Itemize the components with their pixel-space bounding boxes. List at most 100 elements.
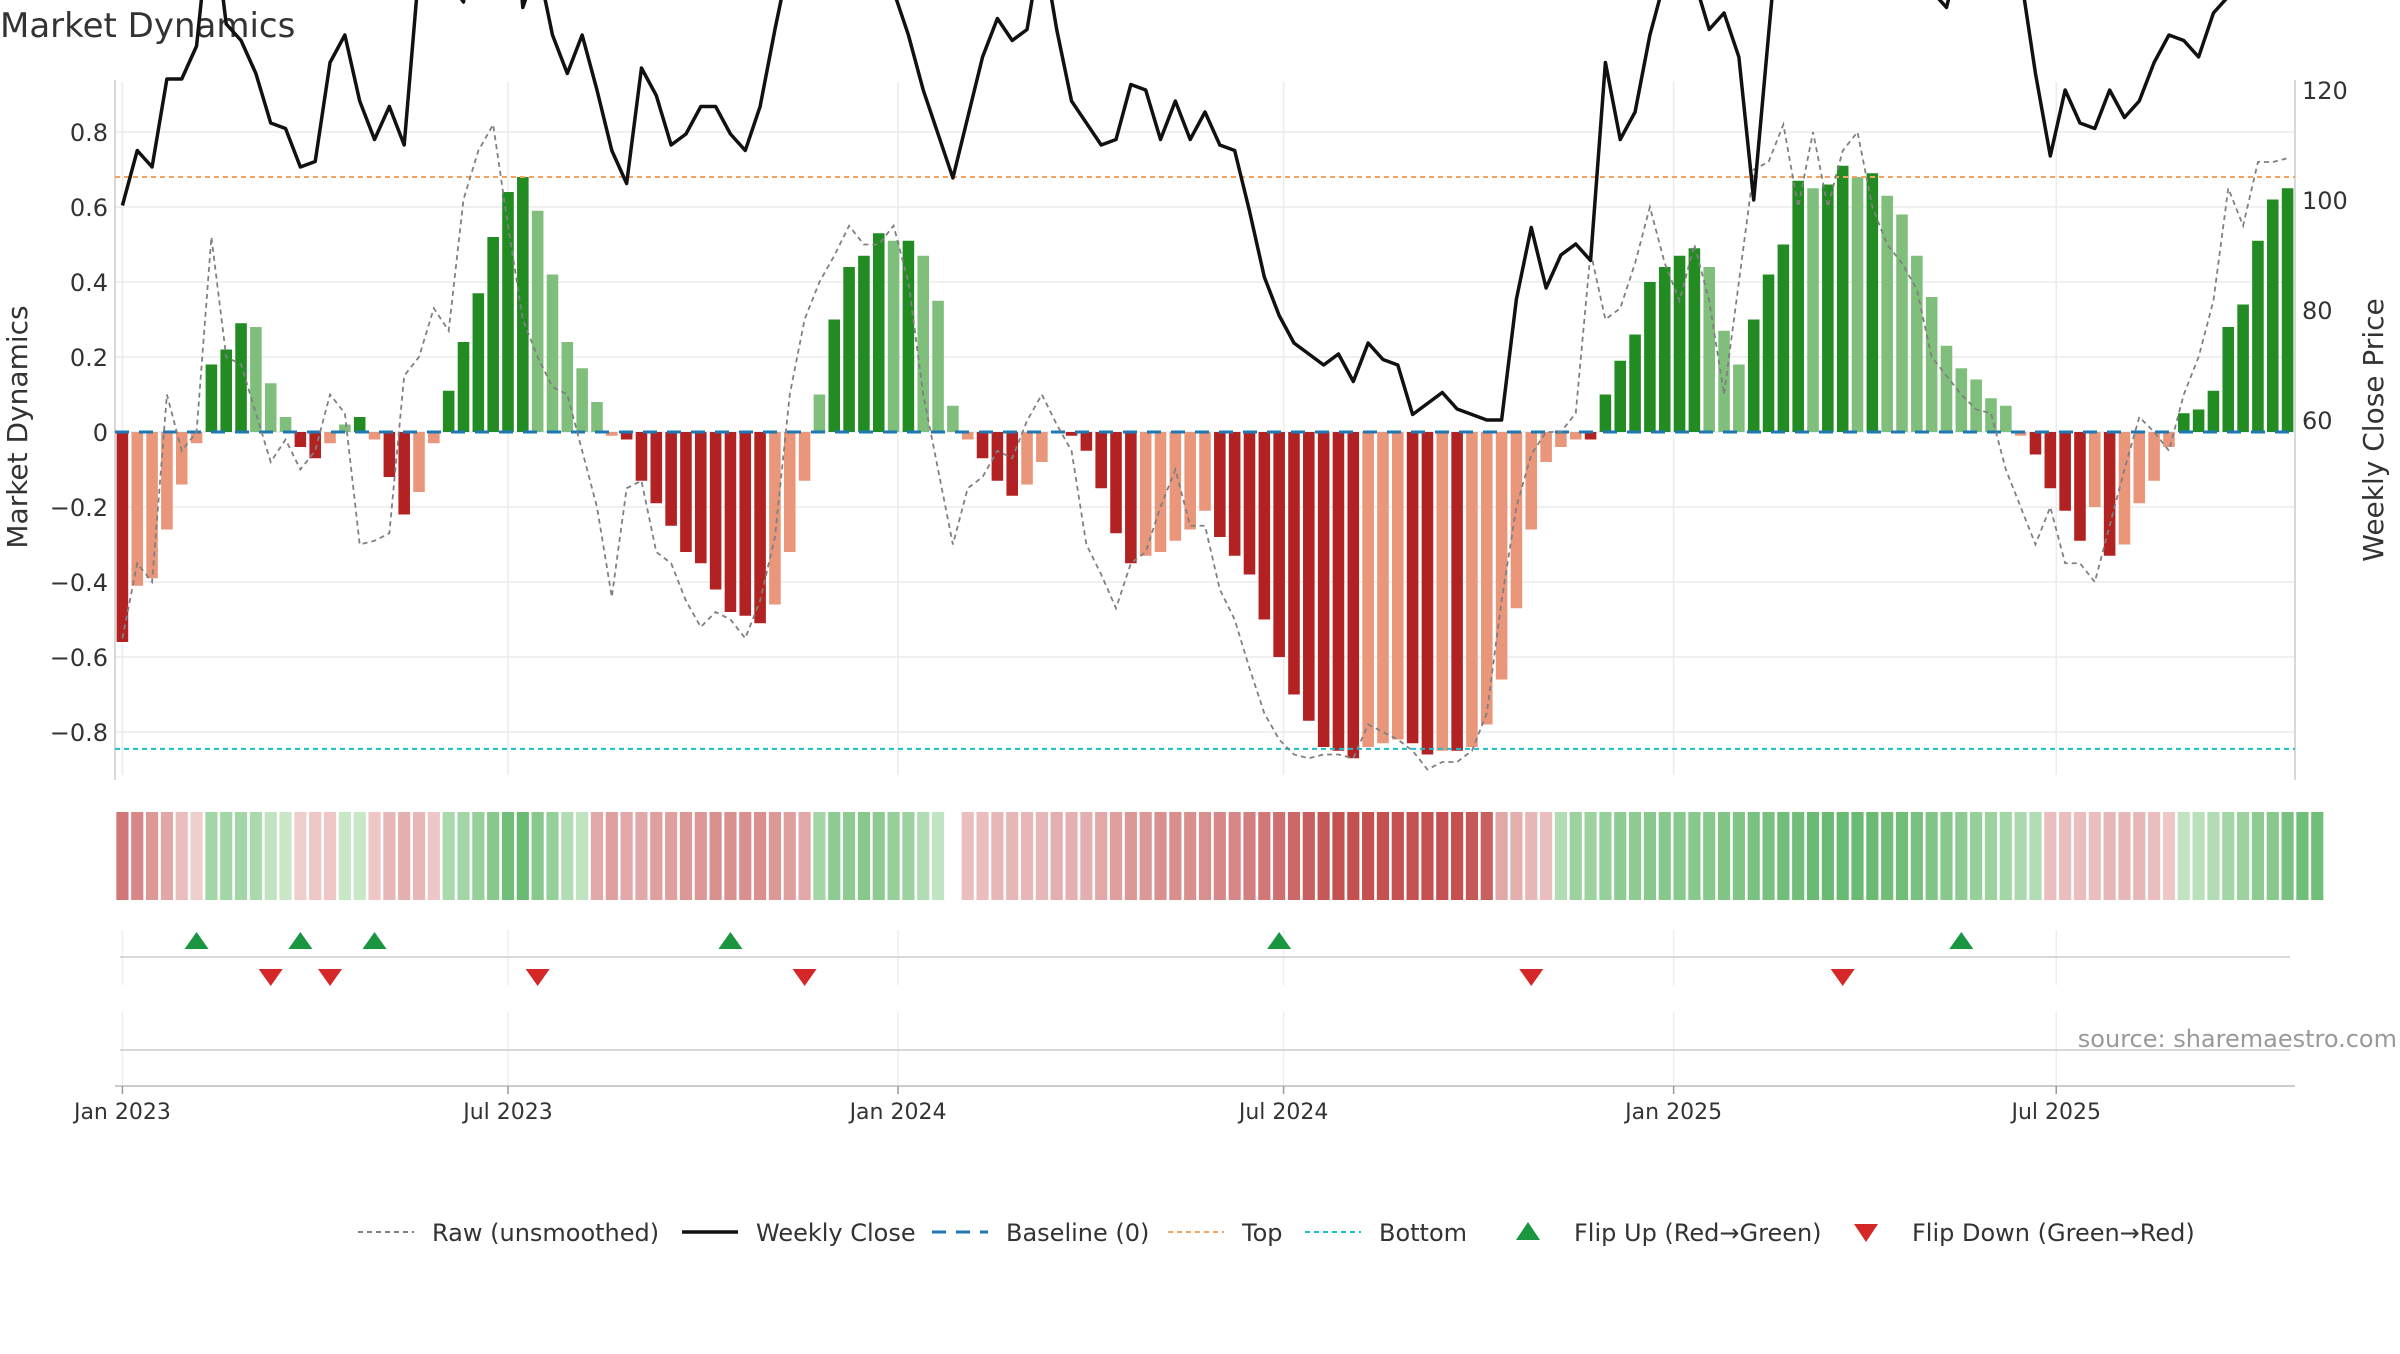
md-bar [1377, 432, 1389, 744]
md-bar [1911, 255, 1923, 432]
md-bar [279, 417, 292, 432]
md-bar [1303, 432, 1315, 721]
md-bar [220, 349, 233, 432]
y-tick-left: −0.6 [50, 644, 108, 672]
strip-cell [887, 812, 900, 900]
strip-cell [2296, 812, 2309, 900]
strip-cell [1628, 812, 1642, 900]
md-bar [546, 274, 559, 432]
md-bar [1332, 432, 1345, 751]
md-bar [1036, 432, 1048, 462]
strip-cell [516, 812, 529, 900]
x-tick-label: Jul 2025 [2009, 1100, 2101, 1125]
md-bar [175, 432, 188, 485]
strip-cell [1406, 812, 1419, 900]
md-bar [1644, 282, 1656, 432]
strip-cell [1762, 812, 1775, 900]
md-bar [1777, 244, 1790, 432]
md-bar [1629, 334, 1641, 432]
md-bar [1673, 255, 1686, 432]
strip-cell [1169, 812, 1182, 900]
strip-cell [1836, 812, 1849, 900]
md-bar [1584, 432, 1597, 440]
md-bar [709, 432, 722, 590]
strip-cell [427, 812, 440, 900]
y-tick-left: −0.8 [50, 719, 108, 747]
strip-cell [1243, 812, 1256, 900]
strip-cell [1554, 812, 1567, 900]
strip-cell [1895, 812, 1909, 900]
strip-cell [694, 812, 707, 900]
strip-cell [1584, 812, 1597, 900]
md-bar [1733, 364, 1745, 432]
strip-cell [739, 812, 752, 900]
strip-cell [1599, 812, 1612, 900]
strip-cell [1821, 812, 1834, 900]
md-bar [2014, 432, 2027, 436]
strip-cell [1955, 812, 1968, 900]
strip-cell [1970, 812, 1983, 900]
legend-item-flip-up: Flip Up (Red→Green) [1516, 1219, 1822, 1247]
md-bar [235, 323, 247, 432]
md-bar [1925, 297, 1938, 432]
legend-label: Raw (unsmoothed) [432, 1219, 659, 1247]
strip-cell [309, 812, 322, 900]
strip-cell [1035, 812, 1048, 900]
x-axis: Jan 2023 Jul 2023 Jan 2024 Jul 2024 Jan 2025… [72, 1085, 2295, 1125]
md-bar [413, 432, 425, 492]
y-tick-right: 60 [2302, 407, 2333, 435]
md-bar [843, 267, 855, 432]
strip-cell [1480, 812, 1493, 900]
md-bar [1065, 432, 1078, 436]
regime-strip [116, 812, 2324, 900]
md-bar [724, 432, 737, 612]
legend-label: Baseline (0) [1006, 1219, 1149, 1247]
md-bar [1688, 248, 1701, 432]
flip-down-marker [318, 969, 343, 986]
md-bar [606, 432, 618, 436]
md-bar [1139, 432, 1152, 556]
strip-cell [279, 812, 292, 900]
md-bar [1836, 165, 1849, 432]
md-bar [783, 432, 796, 552]
strip-cell [1851, 812, 1864, 900]
strip-cell [1139, 812, 1152, 900]
md-bar [2089, 432, 2101, 507]
strip-cell [175, 812, 188, 900]
md-bar [1406, 432, 1419, 744]
md-bar [813, 394, 826, 432]
md-bar [250, 327, 262, 432]
y-axis-right-label: Weekly Close Price [2357, 298, 2390, 561]
md-bar [1540, 432, 1552, 462]
strip-cell [353, 812, 366, 900]
strip-cell [264, 812, 277, 900]
md-bar [976, 432, 989, 459]
md-bar [2222, 327, 2235, 432]
md-bar [442, 390, 455, 432]
flip-down-marker [1830, 969, 1855, 986]
md-bar [205, 364, 218, 432]
strip-cell [1777, 812, 1790, 900]
md-bar [353, 417, 366, 432]
strip-cell [1732, 812, 1745, 900]
strip-cell [917, 812, 930, 900]
md-bar [2000, 405, 2012, 432]
strip-cell [665, 812, 678, 900]
md-bar [2177, 413, 2190, 432]
strip-cell [2014, 812, 2027, 900]
flip-up-marker [362, 932, 387, 949]
strip-cell [220, 812, 233, 900]
strip-cell [2059, 812, 2072, 900]
flip-up-marker [184, 932, 209, 949]
strip-cell [1020, 812, 1034, 900]
strip-cell [1376, 812, 1390, 900]
md-bar [2029, 432, 2042, 455]
strip-cell [1154, 812, 1167, 900]
strip-cell [768, 812, 782, 900]
strip-cell [872, 812, 885, 900]
strip-cell [2148, 812, 2161, 900]
strip-cell [1451, 812, 1464, 900]
md-bar [754, 432, 766, 624]
strip-cell [398, 812, 411, 900]
x-tick-label: Jul 2024 [1237, 1100, 1329, 1125]
